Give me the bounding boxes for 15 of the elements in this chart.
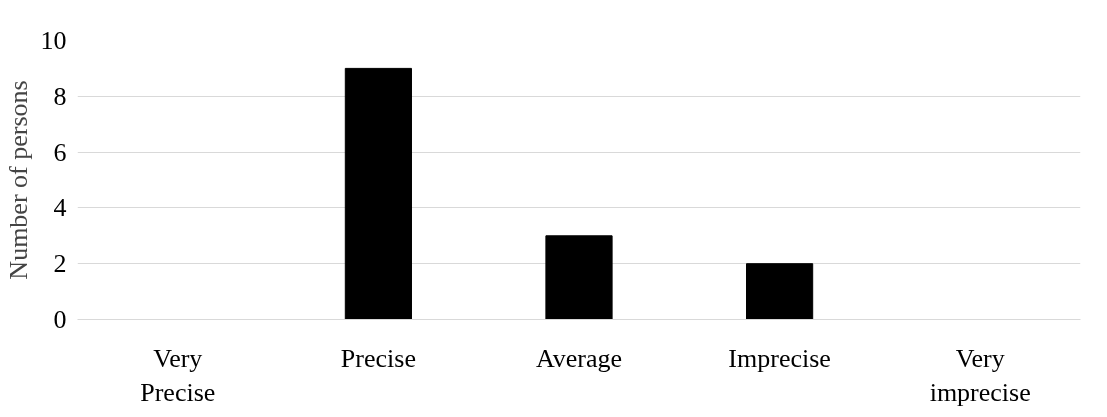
bar (746, 263, 814, 320)
y-axis-title: Number of persons (3, 80, 33, 280)
y-tick-label: 6 (53, 137, 67, 167)
y-tick-label: 10 (40, 26, 67, 55)
y-tick-label: 0 (53, 305, 67, 334)
bar (545, 235, 613, 320)
x-tick-label: Precise (340, 343, 416, 373)
x-tick-label: Imprecise (728, 343, 831, 373)
x-tick-label: Average (535, 343, 623, 373)
x-tick-label: Very imprecise (929, 343, 1031, 408)
y-tick-label: 4 (53, 193, 67, 223)
x-tick-label: Very Precise (140, 343, 216, 408)
y-tick-label: 8 (53, 81, 67, 111)
y-tick-label: 2 (53, 249, 67, 279)
bar (344, 67, 412, 320)
